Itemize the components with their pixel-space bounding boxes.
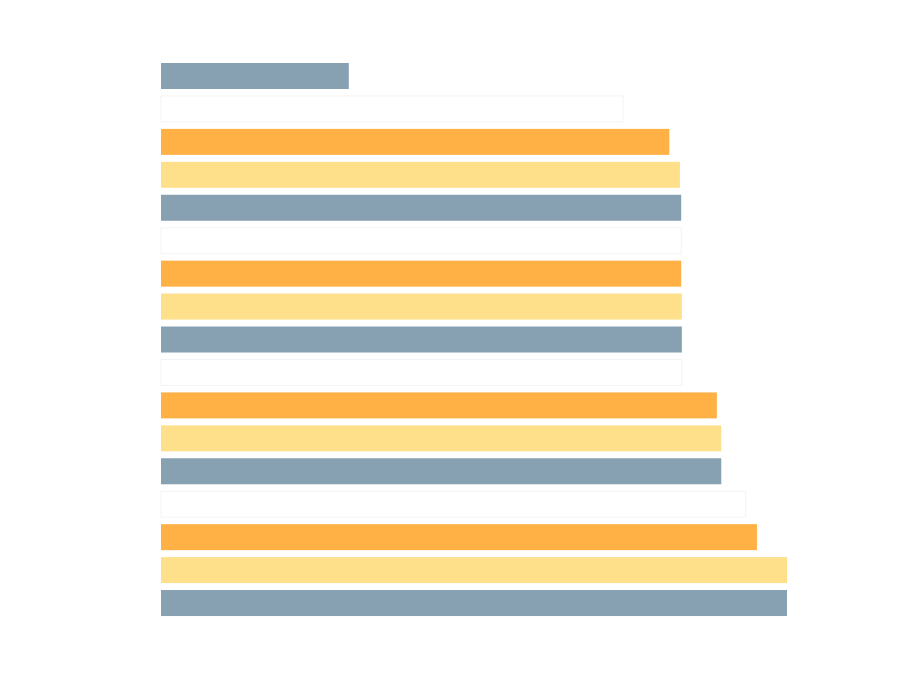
bar-14 <box>160 490 747 518</box>
bars-group <box>160 63 787 617</box>
bar-17 <box>161 590 787 617</box>
bar-4 <box>161 161 680 188</box>
bar-15 <box>161 524 757 551</box>
bar-3 <box>161 128 670 155</box>
bar-16 <box>161 557 787 584</box>
bar-5 <box>161 194 682 221</box>
bar-1 <box>161 63 349 89</box>
bar-10 <box>160 358 683 386</box>
bar-8 <box>161 293 682 320</box>
bar-2 <box>160 95 624 123</box>
bar-9 <box>161 326 682 353</box>
bar-11 <box>161 392 717 419</box>
bar-13 <box>161 458 722 485</box>
bar-12 <box>161 425 722 452</box>
bar-7 <box>161 260 682 287</box>
bar-6 <box>160 227 682 255</box>
